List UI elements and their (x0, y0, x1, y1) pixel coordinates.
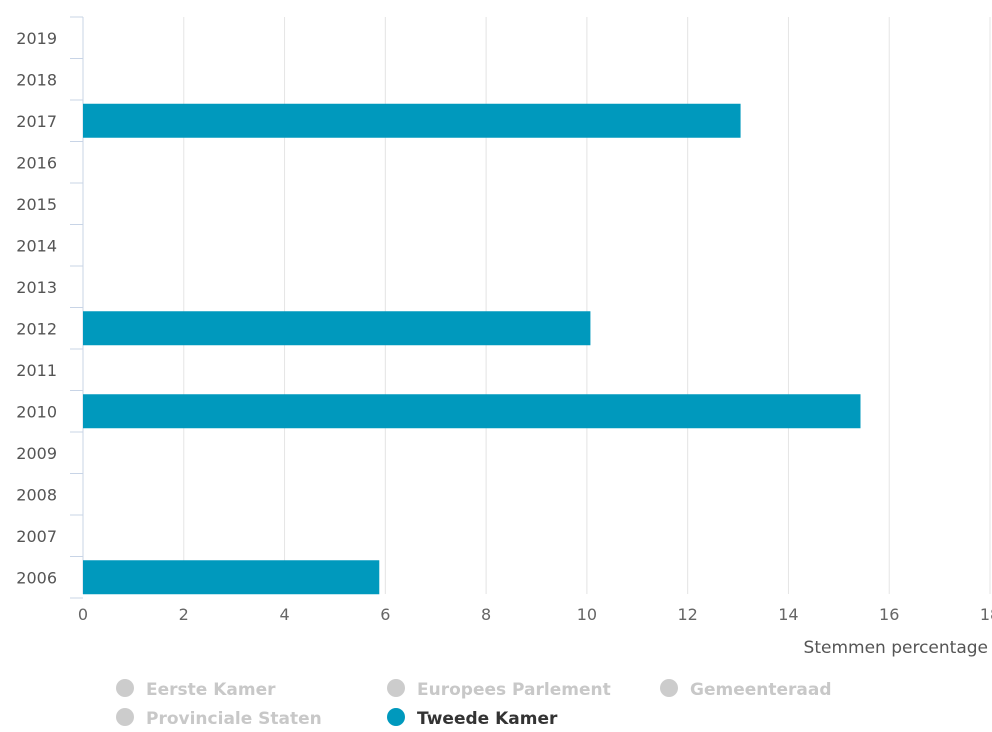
y-tick-label: 2018 (16, 70, 57, 89)
bar-2010[interactable] (83, 394, 861, 429)
legend: Eerste Kamer Europees Parlement Gemeentera… (116, 679, 832, 729)
bar-2006[interactable] (83, 560, 380, 595)
y-tick-label: 2007 (16, 527, 57, 546)
x-tick-label: 4 (279, 605, 289, 624)
y-tick-label: 2013 (16, 278, 57, 297)
y-tick-label: 2011 (16, 361, 57, 380)
legend-item-gemeenteraad[interactable]: Gemeenteraad (660, 679, 832, 700)
legend-item-europees-parlement[interactable]: Europees Parlement (387, 679, 611, 700)
y-tick-label: 2008 (16, 485, 57, 504)
legend-marker-icon (387, 708, 405, 726)
legend-label: Europees Parlement (417, 680, 611, 700)
y-tick-label: 2014 (16, 236, 57, 255)
x-tick-label: 6 (380, 605, 390, 624)
y-tick-label: 2017 (16, 112, 57, 131)
legend-label: Eerste Kamer (146, 680, 276, 700)
legend-marker-icon (116, 708, 134, 726)
y-tick-label: 2012 (16, 319, 57, 338)
legend-item-tweede-kamer[interactable]: Tweede Kamer (387, 708, 558, 729)
legend-item-eerste-kamer[interactable]: Eerste Kamer (116, 679, 276, 700)
x-tick-label: 8 (481, 605, 491, 624)
y-tick-label: 2006 (16, 568, 57, 587)
y-tick-label: 2015 (16, 195, 57, 214)
x-axis-title: Stemmen percentage (804, 638, 988, 658)
bar-2012[interactable] (83, 311, 591, 346)
y-tick-label: 2009 (16, 444, 57, 463)
legend-label: Tweede Kamer (417, 709, 558, 728)
tick-label-layer: 0 2 4 6 8 10 12 14 16 18 2019 2018 2017 2016 2015 2014 2… (16, 29, 992, 624)
y-tick-label: 2016 (16, 153, 57, 172)
legend-label: Gemeenteraad (690, 680, 832, 700)
legend-marker-icon (116, 679, 134, 697)
legend-item-provinciale-staten[interactable]: Provinciale Staten (116, 708, 322, 729)
axis-layer (70, 16, 84, 599)
y-tick-label: 2019 (16, 29, 57, 48)
legend-marker-icon (660, 679, 678, 697)
x-tick-label: 18 (980, 605, 992, 624)
bar-2017[interactable] (83, 103, 741, 138)
x-tick-label: 0 (78, 605, 88, 624)
x-tick-label: 2 (179, 605, 189, 624)
bar-layer (83, 103, 861, 595)
x-tick-label: 14 (778, 605, 798, 624)
x-tick-label: 16 (879, 605, 899, 624)
legend-marker-icon (387, 679, 405, 697)
legend-label: Provinciale Staten (146, 709, 322, 728)
x-tick-label: 10 (577, 605, 597, 624)
x-tick-label: 12 (677, 605, 697, 624)
y-tick-label: 2010 (16, 402, 57, 421)
grid-layer (183, 17, 991, 594)
